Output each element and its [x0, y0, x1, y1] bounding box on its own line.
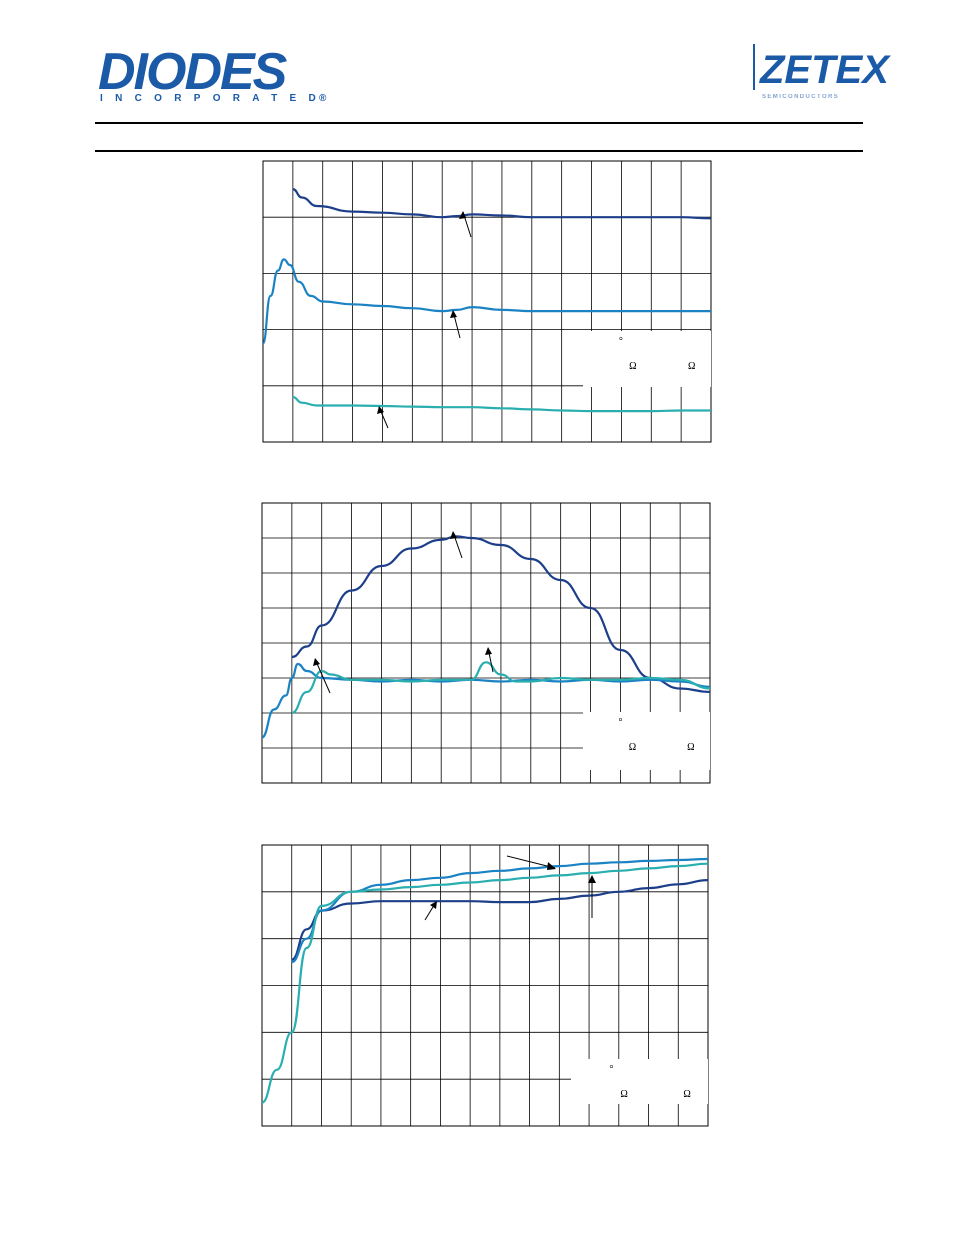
chart-2-grid: ° Ω Ω	[261, 502, 711, 784]
arrowhead	[450, 531, 457, 539]
condition-box	[571, 1059, 708, 1104]
arrowhead	[377, 406, 384, 414]
chart-2-series	[261, 535, 711, 739]
chart-3-grid: ° Ω Ω	[261, 844, 709, 1127]
condition-glyph: °	[609, 1064, 613, 1075]
arrowhead	[450, 310, 457, 318]
series-line-2	[291, 857, 709, 964]
series-line-3	[261, 862, 709, 1104]
series-line-1	[291, 879, 709, 961]
condition-box	[583, 331, 711, 387]
arrowhead	[430, 901, 437, 909]
registered-mark: ®	[319, 93, 327, 104]
chart-3: ° Ω Ω	[261, 844, 709, 1127]
condition-glyph: Ω	[688, 361, 695, 372]
arrowhead	[485, 647, 492, 655]
zetex-logo: ZETEX SEMICONDUCTORS	[753, 44, 891, 100]
series-line-1	[291, 535, 711, 694]
condition-box	[583, 712, 710, 770]
chart-3-annotations	[424, 855, 596, 921]
annotation-arrow	[506, 855, 556, 869]
chart-1-annotations	[377, 211, 472, 429]
condition-glyph: Ω	[620, 1089, 627, 1100]
chart-1-series	[261, 188, 712, 413]
arrowhead	[313, 658, 320, 666]
plot-frame	[262, 160, 712, 443]
condition-glyph: Ω	[683, 1089, 690, 1100]
condition-glyph: °	[619, 336, 623, 347]
chart-1-grid: ° Ω Ω	[262, 160, 712, 443]
chart-2: ° Ω Ω	[261, 502, 711, 784]
condition-glyph: Ω	[629, 742, 636, 753]
chart-1: ° Ω Ω	[261, 160, 712, 443]
diodes-logo-name: DIODES	[98, 43, 288, 101]
series-line-3	[291, 661, 711, 715]
arrowhead	[547, 862, 556, 870]
arrowhead	[459, 211, 466, 219]
chart-3-series	[261, 857, 709, 1104]
diodes-logo-subtitle: INCORPORATED	[100, 93, 328, 104]
condition-glyph: Ω	[687, 742, 694, 753]
zetex-logo-tagline: SEMICONDUCTORS	[762, 94, 839, 100]
zetex-logo-bar	[753, 44, 755, 90]
chart-2-annotations	[313, 531, 494, 694]
arrowhead	[588, 875, 596, 883]
series-line-2	[261, 258, 711, 345]
series-line-1	[292, 188, 712, 220]
zetex-logo-name: ZETEX	[759, 48, 891, 92]
diodes-logo: DIODES INCORPORATED ®	[98, 43, 328, 104]
series-line-3	[292, 395, 711, 413]
condition-glyph: °	[619, 717, 623, 728]
condition-glyph: Ω	[629, 361, 636, 372]
